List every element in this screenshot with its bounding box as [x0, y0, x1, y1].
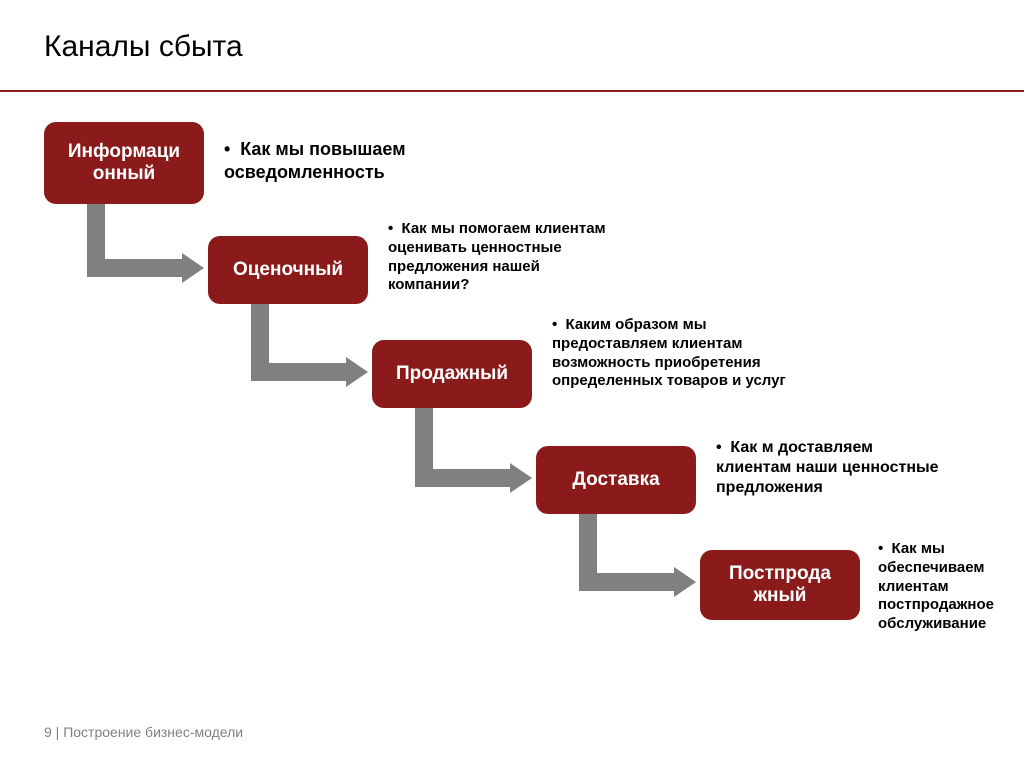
step-box-0: Информаци онный	[44, 122, 204, 204]
step-desc-0: • Как мы повышаем осведомленность	[224, 138, 484, 183]
step-desc-text: Как м доставляем клиентам наши ценностны…	[716, 439, 939, 496]
slide-title: Каналы сбыта	[44, 30, 243, 64]
bullet-icon: •	[224, 138, 240, 161]
step-box-2: Продажный	[372, 340, 532, 408]
step-label: Оценочный	[233, 259, 343, 281]
step-box-4: Постпрода жный	[700, 550, 860, 620]
step-desc-4: • Как мы обеспечиваем клиентам постпрода…	[878, 540, 1024, 634]
step-box-1: Оценочный	[208, 236, 368, 304]
step-desc-text: Каким образом мы предоставляем клиентам …	[552, 316, 786, 389]
step-desc-2: • Каким образом мы предоставляем клиента…	[552, 316, 802, 391]
title-rule	[0, 90, 1024, 92]
bullet-icon: •	[878, 540, 892, 559]
step-desc-text: Как мы обеспечиваем клиентам постпродажн…	[878, 540, 994, 632]
step-label: Информаци онный	[48, 141, 200, 185]
bullet-icon: •	[716, 438, 730, 458]
step-box-3: Доставка	[536, 446, 696, 514]
step-desc-1: • Как мы помогаем клиентам оценивать цен…	[388, 220, 618, 295]
bullet-icon: •	[388, 220, 402, 239]
step-label: Продажный	[396, 363, 508, 385]
slide-footer: 9 | Построение бизнес-модели	[44, 724, 243, 740]
step-label: Доставка	[572, 469, 659, 491]
bullet-icon: •	[552, 316, 566, 335]
step-desc-text: Как мы помогаем клиентам оценивать ценно…	[388, 220, 606, 293]
step-desc-text: Как мы повышаем осведомленность	[224, 139, 406, 182]
step-label: Постпрода жный	[704, 563, 856, 607]
step-desc-3: • Как м доставляем клиентам наши ценност…	[716, 438, 946, 498]
